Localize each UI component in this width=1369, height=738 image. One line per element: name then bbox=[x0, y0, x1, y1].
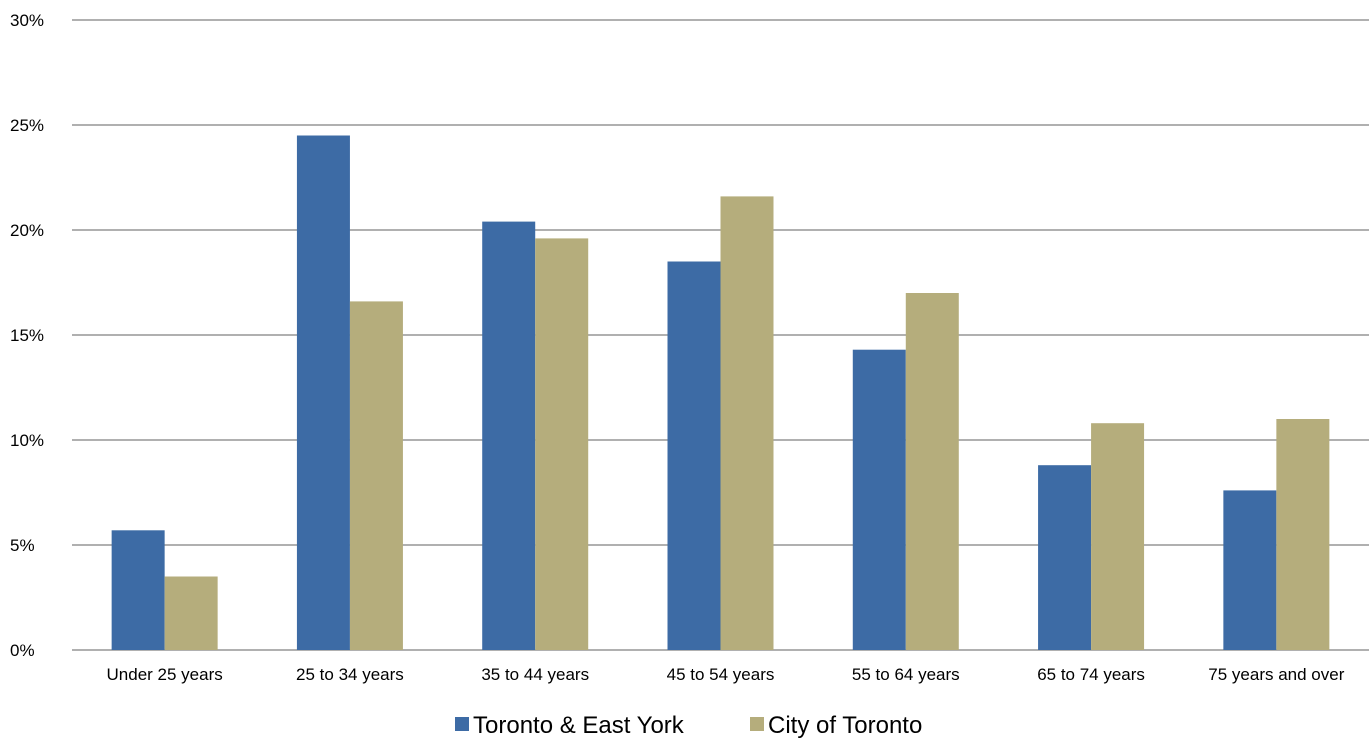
x-tick-label: 35 to 44 years bbox=[481, 665, 589, 684]
y-tick-label: 10% bbox=[10, 431, 44, 450]
x-axis-tick-labels: Under 25 years 25 to 34 years 35 to 44 yea… bbox=[107, 665, 1345, 684]
bar bbox=[667, 261, 721, 650]
bars bbox=[111, 135, 1330, 650]
bar bbox=[349, 301, 403, 650]
bar bbox=[905, 293, 959, 650]
y-tick-label: 0% bbox=[10, 641, 35, 660]
legend-label: Toronto & East York bbox=[473, 712, 685, 738]
bar bbox=[852, 349, 906, 650]
y-tick-label: 5% bbox=[10, 536, 35, 555]
x-tick-label: 65 to 74 years bbox=[1037, 665, 1145, 684]
legend-swatch bbox=[455, 717, 469, 731]
bar bbox=[482, 221, 536, 650]
x-tick-label: 45 to 54 years bbox=[667, 665, 775, 684]
y-tick-label: 25% bbox=[10, 116, 44, 135]
bar bbox=[1223, 490, 1277, 650]
bar bbox=[1038, 465, 1092, 650]
legend-item: Toronto & East York bbox=[455, 712, 685, 738]
bar bbox=[535, 238, 589, 650]
legend-item: City of Toronto bbox=[750, 712, 922, 738]
y-tick-label: 30% bbox=[10, 11, 44, 30]
bar bbox=[1276, 419, 1330, 650]
legend: Toronto & East York City of Toronto bbox=[455, 712, 922, 738]
x-tick-label: Under 25 years bbox=[107, 665, 223, 684]
y-tick-label: 15% bbox=[10, 326, 44, 345]
y-tick-label: 20% bbox=[10, 221, 44, 240]
y-axis-tick-labels: 0% 5% 10% 15% 20% 25% 30% bbox=[10, 11, 44, 660]
legend-label: City of Toronto bbox=[768, 712, 922, 738]
bar bbox=[111, 530, 165, 650]
legend-swatch bbox=[750, 717, 764, 731]
bar bbox=[164, 576, 218, 650]
x-tick-label: 75 years and over bbox=[1208, 665, 1344, 684]
x-tick-label: 55 to 64 years bbox=[852, 665, 960, 684]
bar bbox=[720, 196, 774, 650]
x-tick-label: 25 to 34 years bbox=[296, 665, 404, 684]
bar bbox=[1091, 423, 1145, 650]
bar bbox=[296, 135, 350, 650]
